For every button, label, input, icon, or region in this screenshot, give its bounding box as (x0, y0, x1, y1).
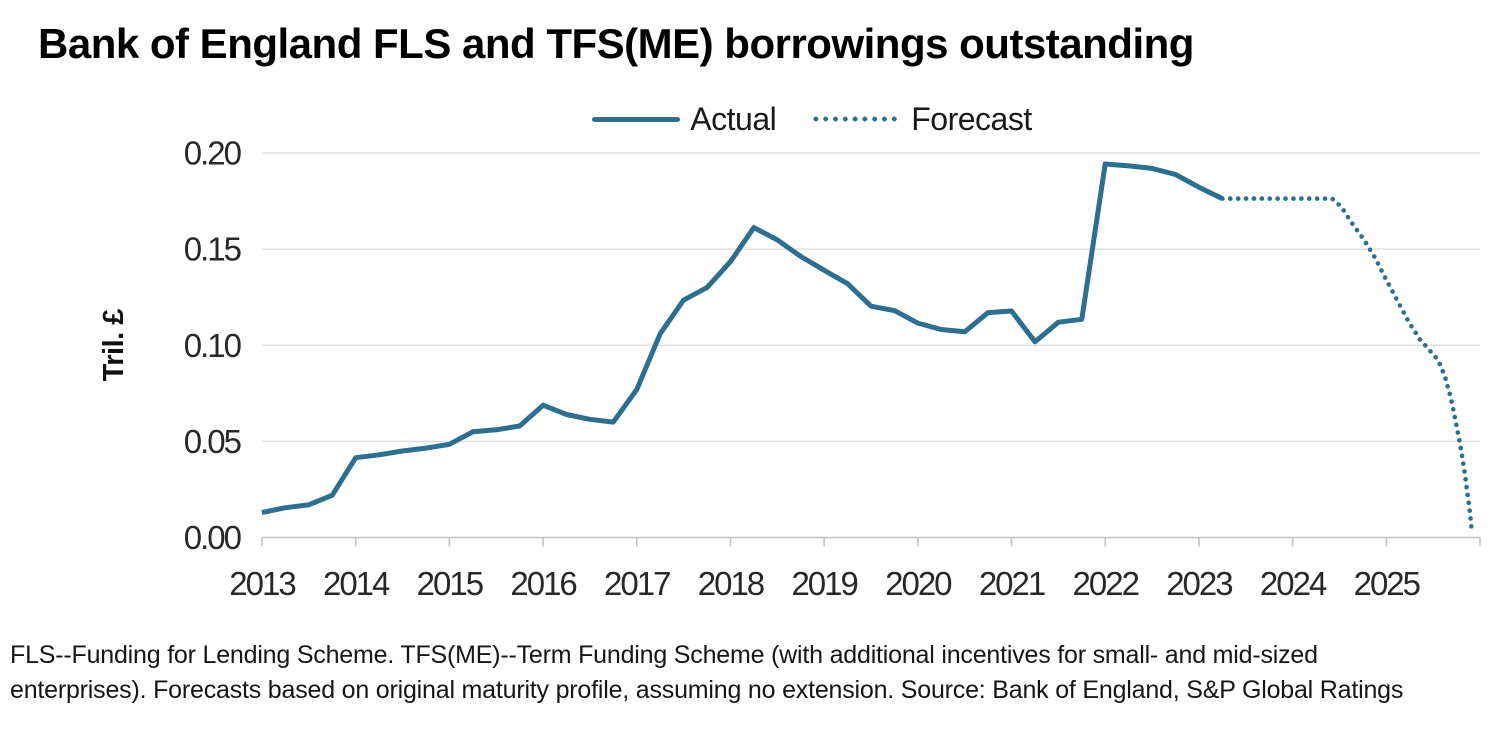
y-tick-label: 0.00 (184, 519, 242, 556)
x-tick-label: 2024 (1260, 565, 1327, 602)
y-tick-label: 0.10 (184, 327, 242, 364)
x-tick-label: 2014 (323, 565, 390, 602)
forecast-line (1220, 196, 1475, 536)
x-tick-label: 2016 (510, 565, 576, 602)
x-tick-label: 2013 (229, 565, 295, 602)
y-tick-label: 0.20 (184, 135, 242, 172)
x-tick-label: 2021 (979, 565, 1045, 602)
x-tick-label: 2017 (604, 565, 670, 602)
legend-label-actual: Actual (690, 100, 777, 137)
footnote-line-1: FLS--Funding for Lending Scheme. TFS(ME)… (10, 641, 1318, 669)
legend-label-forecast: Forecast (911, 100, 1032, 137)
x-tick-label: 2019 (791, 565, 857, 602)
forecast-line-swatch (811, 116, 902, 122)
y-tick-label: 0.05 (184, 423, 241, 460)
footnote: FLS--Funding for Lending Scheme. TFS(ME)… (10, 638, 1500, 708)
actual-line-swatch (592, 116, 681, 122)
chart-title: Bank of England FLS and TFS(ME) borrowin… (38, 20, 1194, 67)
line-chart: 0.00 0.05 0.10 0.15 0.20 2013 2014 2015 2016 2017… (98, 135, 1481, 602)
legend-item-actual: Actual (592, 100, 777, 138)
actual-line (261, 161, 1224, 515)
x-tick-label: 2018 (698, 565, 764, 602)
x-tick-label: 2025 (1354, 565, 1420, 602)
x-tick-label: 2023 (1166, 565, 1232, 602)
footnote-line-2: enterprises). Forecasts based on origina… (10, 676, 1404, 704)
legend: Actual Forecast (122, 100, 1502, 138)
x-tick-label: 2022 (1073, 565, 1139, 602)
y-axis-title: Tril. £ (98, 309, 130, 382)
legend-item-forecast: Forecast (811, 100, 1032, 138)
x-tick-label: 2015 (417, 565, 483, 602)
x-tick-label: 2020 (885, 565, 952, 602)
y-tick-label: 0.15 (184, 231, 241, 268)
